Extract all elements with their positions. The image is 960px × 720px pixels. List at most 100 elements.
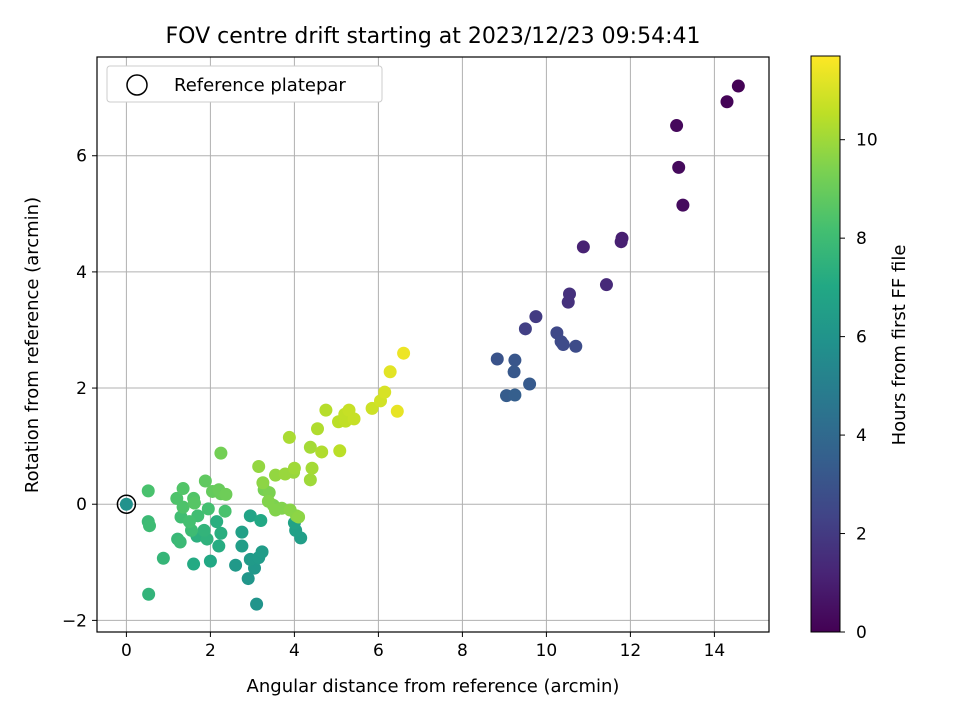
data-point [176,482,190,496]
data-point [143,519,156,533]
data-point [347,412,361,426]
y-tick-label: 2 [76,379,87,399]
x-tick-label: 10 [536,641,558,661]
data-point [529,310,543,324]
legend-frame [106,65,383,103]
data-point [243,509,257,523]
legend-marker-icon [126,74,148,96]
x-tick-label: 14 [704,641,726,661]
data-point [569,339,583,353]
data-point [219,487,233,501]
data-point [214,526,228,540]
data-point [255,545,269,559]
colorbar-tick-label: 8 [856,229,867,249]
x-tick-label: 6 [373,641,384,661]
data-point [576,240,590,254]
data-point [720,95,734,109]
data-point [229,558,243,572]
y-axis-label: Rotation from reference (arcmin) [22,197,43,493]
y-tick-label: 4 [76,263,87,283]
data-point [378,385,392,399]
colorbar-ticks: 0 2 4 6 8 10 [840,131,878,643]
colorbar-gradient [810,55,841,633]
data-point [397,346,411,360]
data-point [119,497,133,511]
y-tick-label: 0 [76,495,87,515]
x-tick-label: 12 [620,641,642,661]
data-point [173,535,187,549]
data-point [141,484,155,498]
data-point [508,388,522,402]
data-point [305,461,319,475]
data-point [507,365,521,379]
data-point [252,459,266,473]
data-point [676,198,690,212]
plot-area-frame [96,56,770,633]
data-point [261,494,275,508]
data-point [254,513,268,527]
legend-entry-reference: Reference platepar [174,75,346,96]
data-point [256,476,270,490]
data-point [218,504,232,518]
x-tick-label: 2 [205,641,216,661]
colorbar-label: Hours from first FF file [889,245,910,446]
data-point [311,422,324,436]
data-point [282,430,296,444]
legend: Reference platepar [106,65,383,103]
data-point [269,468,282,482]
data-point [187,496,201,510]
data-point [250,597,264,611]
colorbar-tick-label: 0 [856,623,867,643]
y-axis-ticks: −2 0 2 4 6 [62,147,97,631]
chart-title: FOV centre drift starting at 2023/12/23 … [166,24,701,49]
reference-marker [116,494,137,514]
colorbar-tick-label: 6 [856,328,867,348]
data-point [176,500,190,514]
data-point [187,557,201,571]
data-point [319,403,333,417]
data-points [119,79,745,611]
data-point [287,461,301,475]
y-tick-label: −2 [62,611,87,631]
data-point [203,554,217,568]
data-point [182,515,196,529]
x-tick-label: 0 [121,641,132,661]
data-point [197,523,211,537]
colorbar: 0 2 4 6 8 10 Hours from first FF file [810,55,910,643]
reference-platepar-marker [116,494,137,514]
data-point [142,587,156,601]
data-point [670,119,684,133]
colorbar-tick-label: 2 [856,525,867,545]
data-point [235,539,249,553]
data-point [556,338,570,351]
data-point [212,539,226,553]
data-point [315,445,329,459]
x-axis-label: Angular distance from reference (arcmin) [247,676,620,697]
data-point [303,440,317,454]
data-point [303,473,317,487]
colorbar-tick-label: 4 [856,426,867,446]
data-point [599,278,613,292]
data-point [235,525,249,539]
data-point [198,474,212,488]
data-point [490,352,504,366]
data-point [365,401,379,415]
data-point [156,551,170,565]
data-point [214,446,228,460]
y-tick-label: 6 [76,147,87,167]
data-point [210,515,224,529]
gridlines [97,57,769,632]
data-point [292,510,306,524]
data-point [390,404,404,418]
data-point [523,377,537,391]
data-point [518,322,532,336]
data-point [333,444,347,458]
data-point [614,235,628,249]
data-point [672,160,686,174]
colorbar-tick-label: 10 [856,131,878,151]
data-point [731,79,745,93]
x-tick-label: 8 [457,641,468,661]
data-point [561,295,575,309]
data-point [241,572,255,586]
